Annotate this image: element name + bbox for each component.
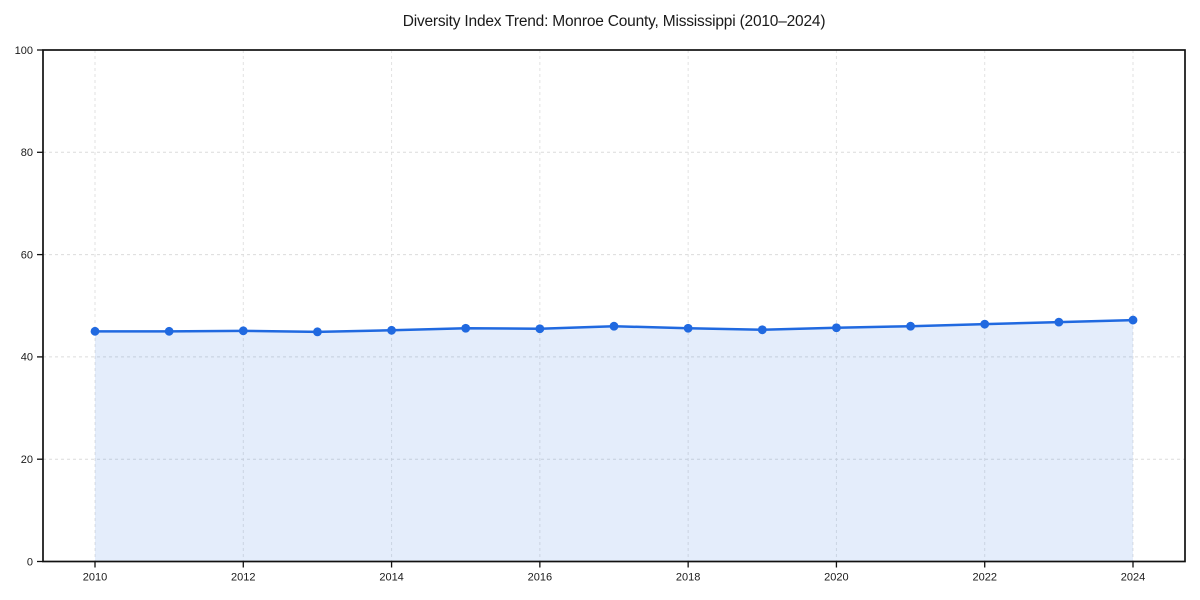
x-tick-label: 2022 <box>972 572 996 584</box>
y-tick-label: 40 <box>21 352 33 364</box>
data-point-marker <box>164 326 174 336</box>
y-tick-label: 20 <box>21 454 33 466</box>
x-tick-label: 2010 <box>83 572 107 584</box>
y-tick-label: 60 <box>21 249 33 261</box>
chart-title: Diversity Index Trend: Monroe County, Mi… <box>402 13 826 30</box>
x-tick-label: 2012 <box>231 572 255 584</box>
axis-frame <box>42 49 1186 563</box>
data-point-marker <box>535 324 545 334</box>
data-point-marker <box>313 327 322 337</box>
x-tick-label: 2024 <box>1121 572 1145 584</box>
data-point-marker <box>461 323 471 333</box>
data-point-marker <box>387 325 396 335</box>
x-tick-label: 2014 <box>379 572 403 584</box>
data-point-marker <box>906 321 915 331</box>
trend-area-fill <box>95 320 1133 562</box>
data-point-marker <box>683 323 693 333</box>
x-tick-label: 2016 <box>528 572 552 584</box>
y-tick-label: 100 <box>15 45 33 57</box>
data-point-marker <box>1054 317 1064 327</box>
data-point-marker <box>609 321 619 331</box>
data-point-marker <box>238 326 248 336</box>
data-point-marker <box>980 319 990 329</box>
y-tick-label: 0 <box>27 556 33 568</box>
data-point-marker <box>1128 315 1138 325</box>
data-point-marker <box>757 325 767 335</box>
data-point-marker <box>90 326 100 336</box>
x-tick-label: 2018 <box>676 572 700 584</box>
x-tick-label: 2020 <box>824 572 848 584</box>
data-point-marker <box>832 323 841 333</box>
y-tick-label: 80 <box>21 147 33 159</box>
